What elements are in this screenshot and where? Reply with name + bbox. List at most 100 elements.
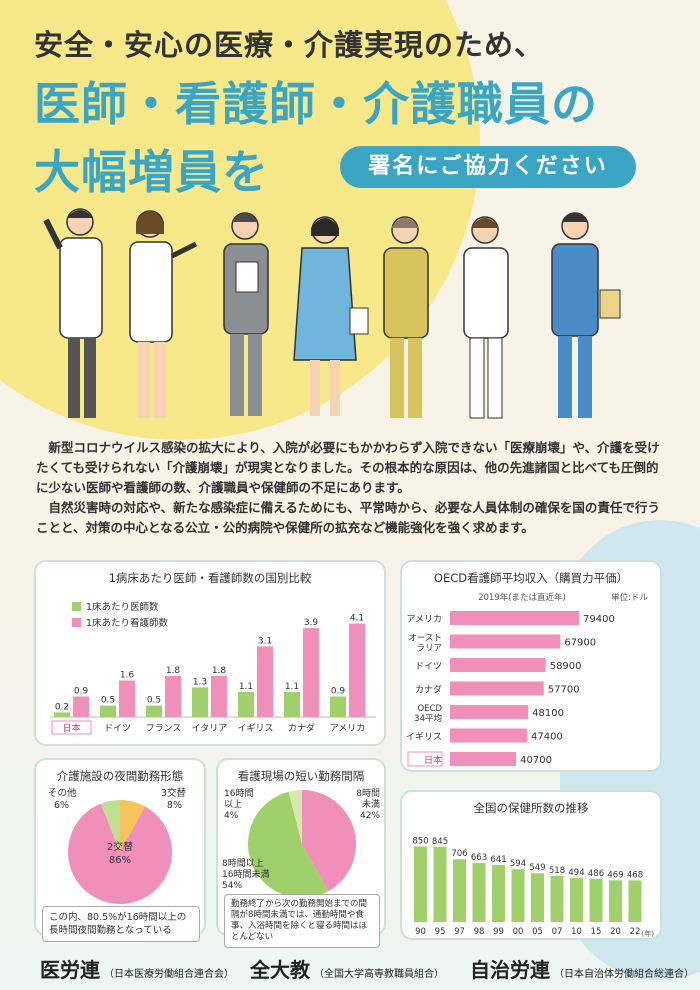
pie2-c-value: 54% <box>222 881 242 891</box>
bar-health-centers <box>609 880 622 922</box>
bar-health-centers <box>453 859 466 922</box>
pie1-third-label: 3交替 <box>161 787 187 799</box>
category-label: 日本 <box>424 754 442 766</box>
category-label: 34平均 <box>414 713 442 724</box>
chart-health-centers-card: 全国の保健所数の推移 (年) 850 90 845 95 706 97 663 98 641 99… <box>400 790 662 940</box>
pie-slice <box>100 800 120 852</box>
value-label: 518 <box>549 866 565 876</box>
pie2-c-label2: 16時間未満 <box>222 868 269 880</box>
data-label-doctors: 1.1 <box>239 682 253 692</box>
tick-label: 22 <box>630 927 641 937</box>
data-label-nurses: 1.8 <box>212 666 227 676</box>
japan-highlight-box <box>51 720 92 735</box>
org-jichiroren-full: （日本自治体労働組合総連合） <box>554 969 694 980</box>
tick-label: イタリア <box>192 723 228 734</box>
data-label-doctors: 0.2 <box>55 702 69 712</box>
bar-health-centers <box>414 846 427 922</box>
staff-illustration <box>43 208 621 419</box>
chart-health-centers: (年) 850 90 845 95 706 97 663 98 641 99 594 00 549 05 5… <box>412 836 655 938</box>
bar-income <box>450 658 546 672</box>
pie1-main-label: 2交替 <box>107 840 133 853</box>
nurse-white-figure <box>463 216 509 419</box>
data-label-doctors: 0.5 <box>101 696 115 706</box>
category-label: アメリカ <box>406 614 442 625</box>
bar-income <box>450 681 544 696</box>
bar-health-centers <box>472 863 486 922</box>
value-label: 663 <box>471 853 487 863</box>
intro-paragraph-2: 自然災害時の対応や、新たな感染症に備えるためにも、平常時から、必要な人員体制の確… <box>36 500 660 535</box>
chart-nurse-income-unit: 単位:ドル <box>611 592 648 603</box>
staff-gray-figure <box>223 212 269 416</box>
value-label: 469 <box>607 870 623 880</box>
tick-label: 20 <box>610 927 621 937</box>
bar-income <box>450 705 529 719</box>
data-label-nurses: 3.9 <box>304 618 319 628</box>
pie2-b-value: 42% <box>360 811 380 821</box>
pie1-other-value: 6% <box>54 800 69 811</box>
bar-nurses <box>303 628 319 717</box>
bar-income <box>450 611 580 625</box>
tick-label: フランス <box>146 723 182 734</box>
pie1-other-label: その他 <box>48 787 77 799</box>
tick-label: 98 <box>474 927 485 937</box>
value-label: 706 <box>451 849 467 859</box>
bar-income <box>450 634 561 649</box>
chart-health-centers-unit: (年) <box>642 929 655 938</box>
chart-staff-per-bed-card: 1病床あたり医師・看護師数の国別比較 1床あたり医師数 1床あたり看護師数 0.… <box>34 560 386 746</box>
data-label-doctors: 0.5 <box>147 696 161 706</box>
data-label-nurses: 3.1 <box>258 636 272 646</box>
bar-doctors <box>54 712 70 717</box>
legend-doctor-swatch <box>72 602 81 611</box>
pie2-c-label: 8時間以上 <box>222 858 264 869</box>
value-label: 549 <box>529 863 545 873</box>
headline-line3: 大幅増員を <box>34 145 269 199</box>
bar-doctors <box>192 687 208 717</box>
pie2-b-label2: 未満 <box>362 798 380 810</box>
org-iroren-name: 医労連 <box>40 958 100 982</box>
tick-label: 90 <box>415 927 426 937</box>
value-label: 494 <box>568 868 584 878</box>
bar-doctors <box>100 705 116 717</box>
chart-shift-interval-card: 看護現場の短い勤務間隔 16時間 以上 4% 8時間 未満 42% 8時間以上 … <box>216 758 386 948</box>
pie1-note: この内、80.5%が16時間以上の長時間夜間勤務となっている <box>42 906 200 942</box>
tick-label: 日本 <box>62 722 80 734</box>
value-label: 79400 <box>583 614 615 625</box>
tick-label: カナダ <box>288 722 315 734</box>
bar-health-centers <box>511 869 525 922</box>
nurse-male-figure <box>551 212 621 418</box>
value-label: 57700 <box>548 685 580 696</box>
data-label-nurses: 0.9 <box>74 686 89 696</box>
bar-doctors <box>284 691 300 717</box>
tick-label: イギリス <box>237 723 273 734</box>
chart-night-shift-card: 介護施設の夜間勤務形態 2交替 86% その他 6% 3交替 8% この内、80… <box>34 758 206 942</box>
value-label: 47400 <box>531 732 563 743</box>
value-label: 594 <box>510 859 526 869</box>
nurse-blue-figure <box>293 216 369 416</box>
petition-badge: 署名にご協力ください <box>340 146 636 188</box>
category-label: オースト <box>408 634 442 644</box>
bar-nurses <box>73 696 89 717</box>
bar-income <box>450 752 517 766</box>
category-label: OECD <box>417 704 442 714</box>
org-zendaikyo-full: （全国大学高専教職員組合） <box>314 969 444 980</box>
nurse-yellow-figure <box>383 216 429 418</box>
tick-label: 95 <box>435 927 446 937</box>
pie1-third-value: 8% <box>167 800 182 811</box>
pie-slice <box>248 791 329 898</box>
pie2-a-label2: 以上 <box>224 799 242 810</box>
tick-label: アメリカ <box>330 723 366 734</box>
bar-health-centers <box>628 880 642 922</box>
pie2-a-value: 4% <box>224 811 239 821</box>
value-label: 468 <box>627 870 643 880</box>
pie-slice <box>68 803 172 904</box>
value-label: 67900 <box>564 638 596 649</box>
data-label-nurses: 1.8 <box>166 666 181 676</box>
org-jichiroren: 自治労連 （日本自治体労働組合総連合） <box>470 954 694 983</box>
doctor2-figure <box>129 210 198 418</box>
chart-nurse-income-subtitle: 2019年(または直近年) <box>478 592 566 603</box>
chart-staff-per-bed-title: 1病床あたり医師・看護師数の国別比較 <box>108 571 312 585</box>
tick-label: 97 <box>454 927 465 937</box>
category-label: ラリア <box>416 644 442 654</box>
data-label-doctors: 1.3 <box>193 677 207 687</box>
